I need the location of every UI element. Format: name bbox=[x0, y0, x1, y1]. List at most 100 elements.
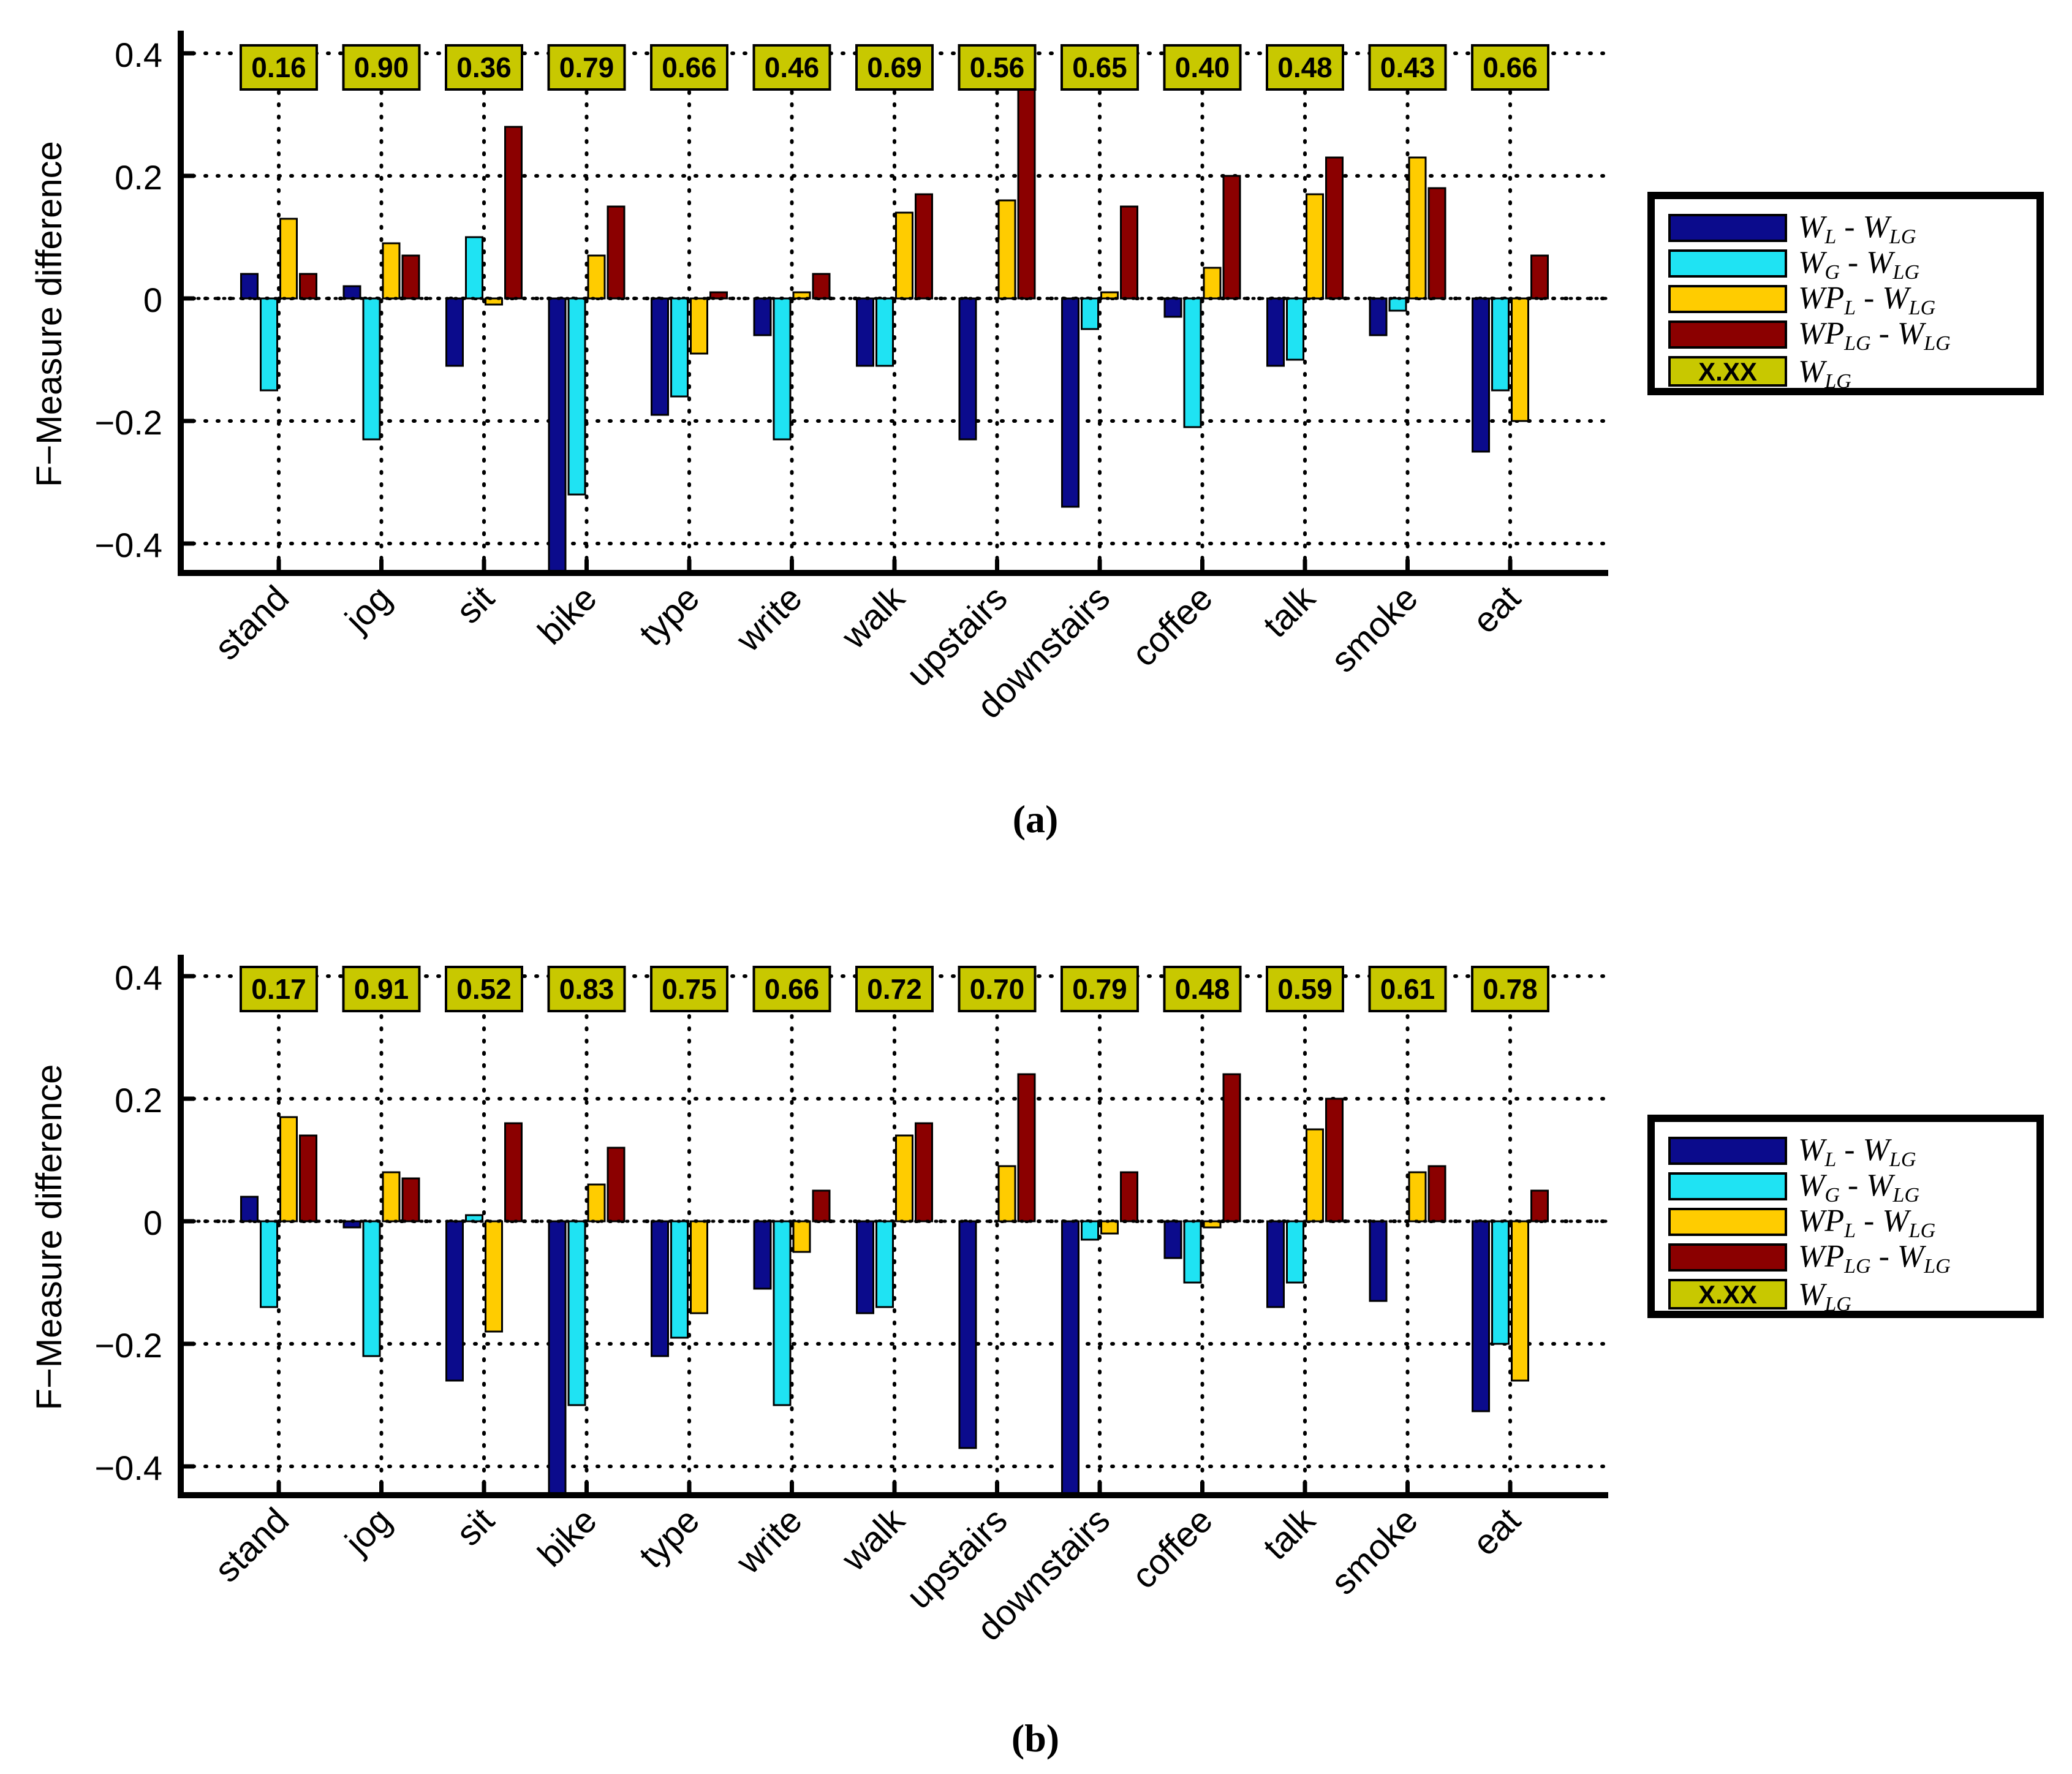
wlg-value-box bbox=[650, 966, 728, 1012]
legend-label-part: LG bbox=[1889, 1148, 1916, 1171]
y-tick-label: 0.2 bbox=[115, 158, 162, 197]
legend-label-part: G bbox=[1824, 1184, 1840, 1207]
bar-wp-lg-w-lg bbox=[915, 193, 933, 300]
wlg-value-label: 0.66 bbox=[662, 51, 717, 83]
legend-swatch bbox=[1668, 320, 1787, 349]
legend-label: WPL - WLG bbox=[1798, 281, 1935, 319]
legend-label-part: W bbox=[1798, 245, 1828, 280]
bar-wp-lg-w-lg bbox=[401, 254, 420, 300]
bar-w-g-w-lg bbox=[875, 297, 894, 367]
wlg-value-label: 0.61 bbox=[1380, 973, 1435, 1005]
y-tick-label: −0.2 bbox=[94, 403, 162, 442]
bar-wp-lg-w-lg bbox=[607, 205, 626, 300]
wlg-value-box bbox=[958, 44, 1037, 91]
bar-w-g-w-lg bbox=[567, 297, 586, 496]
legend-label: WG - WLG bbox=[1798, 245, 1919, 284]
wlg-value-box bbox=[1368, 966, 1447, 1012]
wlg-value-box bbox=[342, 966, 421, 1012]
bar-w-l-w-lg bbox=[856, 1220, 874, 1314]
legend-label-part: - bbox=[1836, 1132, 1862, 1167]
wlg-value-label: 0.90 bbox=[354, 51, 409, 83]
wlg-value-label: 0.36 bbox=[456, 51, 512, 83]
legend-swatch bbox=[1668, 1243, 1787, 1272]
wlg-value-box bbox=[240, 44, 318, 91]
category-label: jog bbox=[337, 578, 399, 640]
legend-label-part: G bbox=[1824, 261, 1840, 284]
legend-label-part: L bbox=[1843, 1219, 1856, 1242]
bar-w-g-w-lg bbox=[1286, 1220, 1304, 1284]
legend-label-part: LG bbox=[1843, 332, 1870, 355]
bar-w-l-w-lg bbox=[1061, 297, 1079, 508]
bar-w-g-w-lg bbox=[465, 236, 483, 300]
wlg-value-label: 0.66 bbox=[765, 973, 820, 1005]
wlg-value-box bbox=[1061, 44, 1139, 91]
bar-wp-lg-w-lg bbox=[1530, 1189, 1549, 1222]
bar-wp-l-w-lg bbox=[895, 211, 913, 300]
category-label: write bbox=[728, 578, 809, 659]
bar-wp-l-w-lg bbox=[690, 297, 708, 355]
category-label: type bbox=[632, 578, 707, 653]
bar-w-g-w-lg bbox=[670, 1220, 689, 1339]
wlg-value-box bbox=[1163, 44, 1242, 91]
y-tick-label: −0.4 bbox=[94, 526, 162, 564]
wlg-value-box bbox=[1266, 966, 1344, 1012]
bar-w-l-w-lg bbox=[651, 1220, 669, 1357]
category-label: eat bbox=[1465, 1500, 1528, 1563]
chart-panel-b: 0.4 0.2 0 −0.2 −0.4 0.17 0.91 0.52 0.83 0.75 0.66 0… bbox=[29, 955, 2044, 1760]
legend-label-part: LG bbox=[1892, 1184, 1919, 1207]
category-label: jog bbox=[337, 1500, 399, 1563]
bar-w-l-w-lg bbox=[958, 1220, 977, 1449]
wlg-value-label: 0.79 bbox=[1072, 973, 1127, 1005]
wlg-value-label: 0.65 bbox=[1072, 51, 1127, 83]
legend-box-sample: X.XX bbox=[1698, 357, 1757, 386]
wlg-value-box bbox=[240, 966, 318, 1012]
bar-wp-l-w-lg bbox=[1100, 1220, 1119, 1235]
legend-label-part: W bbox=[1882, 1204, 1911, 1238]
wlg-value-box bbox=[1368, 44, 1447, 91]
wlg-value-label: 0.46 bbox=[765, 51, 820, 83]
y-tick-label: 0.2 bbox=[115, 1081, 162, 1120]
bar-w-g-w-lg bbox=[1388, 297, 1407, 312]
bar-wp-l-w-lg bbox=[279, 1116, 298, 1222]
bar-w-l-w-lg bbox=[445, 297, 464, 367]
bar-w-l-w-lg bbox=[1163, 297, 1182, 318]
legend-label-part: - bbox=[1856, 1204, 1882, 1238]
bar-w-l-w-lg bbox=[1369, 1220, 1388, 1302]
bar-wp-lg-w-lg bbox=[709, 291, 728, 300]
legend-label-part: W bbox=[1798, 1132, 1828, 1167]
legend-label-part: L bbox=[1824, 1148, 1836, 1171]
category-label: coffee bbox=[1124, 578, 1220, 674]
chart-panel-a: 0.4 0.2 0 −0.2 −0.4 0.16 0.90 0.36 0.79 0.66 0.46 0… bbox=[29, 31, 2044, 841]
bar-wp-lg-w-lg bbox=[299, 273, 317, 300]
y-axis-label: F−Measure difference bbox=[29, 141, 69, 487]
legend-box-swatch bbox=[1668, 356, 1787, 387]
bar-wp-lg-w-lg bbox=[401, 1177, 420, 1222]
legend-label-part: - bbox=[1856, 281, 1882, 316]
wlg-value-box bbox=[1471, 966, 1549, 1012]
legend-label-part: - bbox=[1871, 1239, 1897, 1274]
legend-label-part: LG bbox=[1892, 261, 1919, 284]
category-label: smoke bbox=[1323, 1500, 1426, 1602]
legend-label-part: W bbox=[1863, 210, 1892, 244]
bar-w-l-w-lg bbox=[1163, 1220, 1182, 1259]
category-label: sit bbox=[448, 578, 502, 631]
category-label: sit bbox=[448, 1500, 502, 1553]
bar-w-g-w-lg bbox=[362, 297, 381, 441]
wlg-value-box bbox=[342, 44, 421, 91]
wlg-value-box bbox=[855, 966, 934, 1012]
wlg-value-label: 0.78 bbox=[1483, 973, 1538, 1005]
figure-caption: (b) bbox=[1011, 1716, 1059, 1760]
legend-label-part: LG bbox=[1824, 1293, 1851, 1316]
bar-w-l-w-lg bbox=[1061, 1220, 1079, 1496]
legend-label-part: - bbox=[1871, 316, 1897, 351]
bar-w-l-w-lg bbox=[856, 297, 874, 367]
legend-label: WL - WLG bbox=[1798, 210, 1916, 248]
bar-w-g-w-lg bbox=[1081, 297, 1099, 330]
wlg-value-box bbox=[752, 966, 831, 1012]
legend-label-part: W bbox=[1798, 1168, 1828, 1203]
bar-wp-lg-w-lg bbox=[1120, 205, 1138, 300]
wlg-value-label: 0.75 bbox=[662, 973, 717, 1005]
